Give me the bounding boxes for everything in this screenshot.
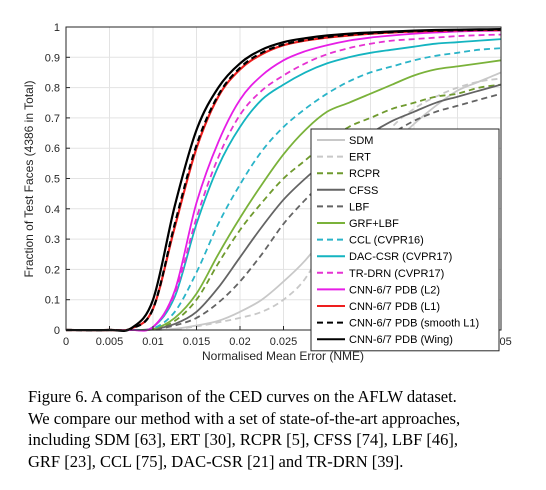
legend-label: DAC-CSR (CVPR17) [349, 251, 452, 263]
caption-line: GRF [23], CCL [75], DAC-CSR [21] and TR-… [28, 451, 404, 471]
legend-label: ERT [349, 152, 371, 164]
y-tick-label: 0.3 [45, 234, 60, 246]
y-tick-label: 0.5 [45, 174, 60, 186]
x-tick-label: 0.01 [142, 336, 163, 348]
series-line [66, 47, 502, 332]
legend: SDM ERT RCPR CFSS LBF GRF+LBF CCL (CVPR16) DAC-… [310, 128, 500, 352]
legend-label: LBF [349, 201, 369, 213]
y-tick-label: 0.2 [45, 264, 60, 276]
caption-line: We compare our method with a set of stat… [28, 408, 461, 428]
x-tick-label: 0.025 [270, 336, 298, 348]
y-tick-label: 0.6 [45, 143, 60, 155]
legend-label: SDM [349, 135, 373, 147]
ced-chart: 00.0050.010.0150.020.0250.030.0350.040.0… [22, 22, 512, 363]
y-tick-label: 0.8 [45, 83, 60, 95]
series-line [66, 59, 502, 332]
caption-line: Figure 6. A comparison of the CED curves… [28, 387, 457, 406]
series-line [65, 28, 502, 332]
figure-caption: Figure 6. A comparison of the CED curves… [28, 386, 524, 472]
x-tick-label: 0 [63, 336, 69, 348]
y-tick-label: 0.9 [45, 52, 60, 64]
legend-label: CNN-6/7 PDB (Wing) [349, 334, 453, 346]
series-lines [65, 28, 502, 332]
x-tick-label: 0.015 [183, 336, 211, 348]
y-tick-label: 0.4 [45, 204, 60, 216]
series-line [66, 29, 502, 332]
legend-label: RCPR [349, 168, 380, 180]
legend-label: TR-DRN (CVPR17) [349, 268, 444, 280]
series-line [66, 83, 502, 331]
x-axis-label: Normalised Mean Error (NME) [202, 349, 364, 363]
series-line [66, 92, 502, 331]
caption-line: including SDM [63], ERT [30], RCPR [5], … [28, 430, 459, 449]
legend-label: CNN-6/7 PDB (smooth L1) [349, 318, 479, 330]
y-tick-label: 0.1 [45, 295, 60, 307]
legend-label: CNN-6/7 PDB (L1) [349, 301, 440, 313]
y-tick-label: 0 [54, 325, 60, 337]
x-tick-label: 0.005 [96, 336, 124, 348]
y-tick-label: 0.7 [45, 113, 60, 125]
legend-label: CNN-6/7 PDB (L2) [349, 284, 440, 296]
y-tick-label: 1 [54, 22, 60, 34]
y-axis-ticks: 0 0.1 0.2 0.3 0.4 0.5 0.6 0.7 0.8 0.9 1 [45, 22, 70, 337]
x-tick-label: 0.02 [229, 336, 250, 348]
legend-label: CCL (CVPR16) [349, 235, 424, 247]
y-axis-label: Fraction of Test Faces (4386 in Total) [22, 81, 36, 278]
legend-label: GRF+LBF [349, 218, 399, 230]
legend-label: CFSS [349, 185, 378, 197]
